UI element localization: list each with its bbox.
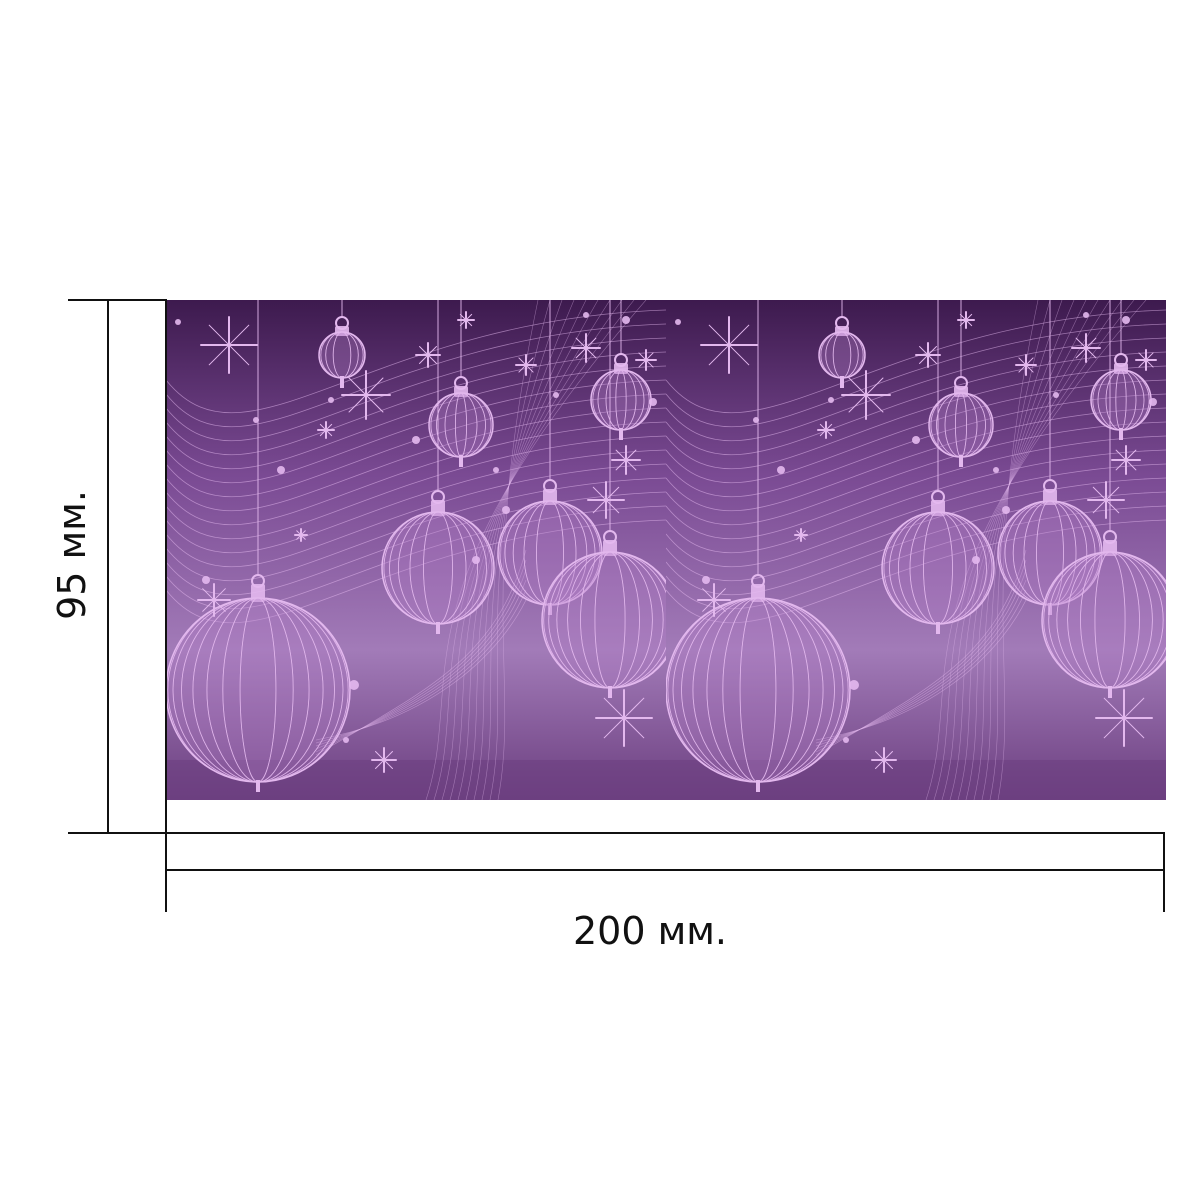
- width-dim-left-tick: [165, 832, 167, 912]
- width-dim-line: [165, 869, 1165, 871]
- width-dim-top-line: [165, 832, 1165, 834]
- height-dim-line: [107, 299, 109, 834]
- artwork-panel-left: [166, 300, 666, 800]
- artwork-panel-right: [666, 300, 1166, 800]
- width-dim-right-tick: [1163, 832, 1165, 912]
- height-dim-bottom-tick: [68, 832, 166, 834]
- height-dim-top-tick: [68, 299, 166, 301]
- width-dimension-label: 200 мм.: [572, 909, 728, 953]
- height-dimension-label: 95 мм.: [50, 490, 94, 620]
- height-dim-frame-right: [165, 299, 167, 834]
